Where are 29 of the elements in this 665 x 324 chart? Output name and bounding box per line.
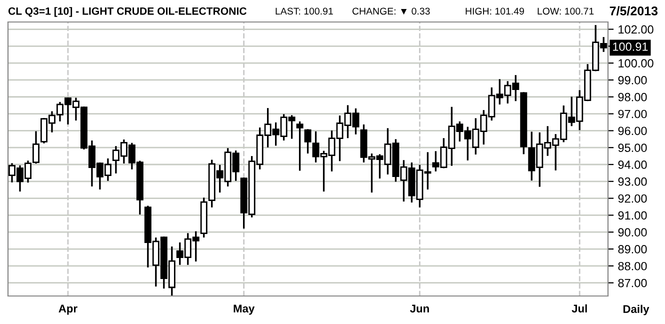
- annotation: 100.91: [613, 42, 648, 51]
- y-tick-label: 87.00: [618, 278, 647, 288]
- text: HIGH: 101.49: [466, 8, 524, 15]
- text: LAST: 100.91: [276, 8, 333, 15]
- text: LOW: 100.71: [538, 8, 594, 15]
- y-tick-label: 91.00: [618, 211, 647, 220]
- y-tick-label: 94.00: [618, 160, 647, 169]
- x-tick-label: Jul: [572, 304, 587, 312]
- text: Daily: [623, 304, 650, 316]
- candlestick: [296, 121, 304, 171]
- chart-title: CL Q3=1 [10] - LIGHT CRUDE OIL-ELECTRONIC: [8, 7, 247, 17]
- y-tick-label: 88.00: [618, 262, 647, 270]
- y-tick-label: 100.00: [618, 59, 654, 68]
- candlestick: [304, 129, 312, 154]
- x-tick-label: Jun: [410, 304, 429, 312]
- y-tick-label: 92.00: [618, 194, 647, 203]
- text: CHANGE: ▼ 0.33: [352, 8, 430, 15]
- y-tick-label: 95.00: [618, 144, 647, 152]
- y-tick-label: 89.00: [618, 245, 647, 254]
- y-tick-label: 93.00: [618, 177, 647, 186]
- y-tick-label: 102.00: [618, 25, 654, 34]
- x-tick-label: Apr: [58, 304, 78, 315]
- y-tick-label: 97.00: [618, 110, 647, 118]
- y-tick-label: 96.00: [618, 126, 647, 136]
- y-tick-label: 98.00: [618, 92, 647, 102]
- x-tick-label: May: [234, 304, 255, 315]
- y-tick-label: 90.00: [618, 228, 647, 236]
- text: 7/5/2013: [610, 6, 658, 16]
- y-tick-label: 99.00: [618, 76, 647, 84]
